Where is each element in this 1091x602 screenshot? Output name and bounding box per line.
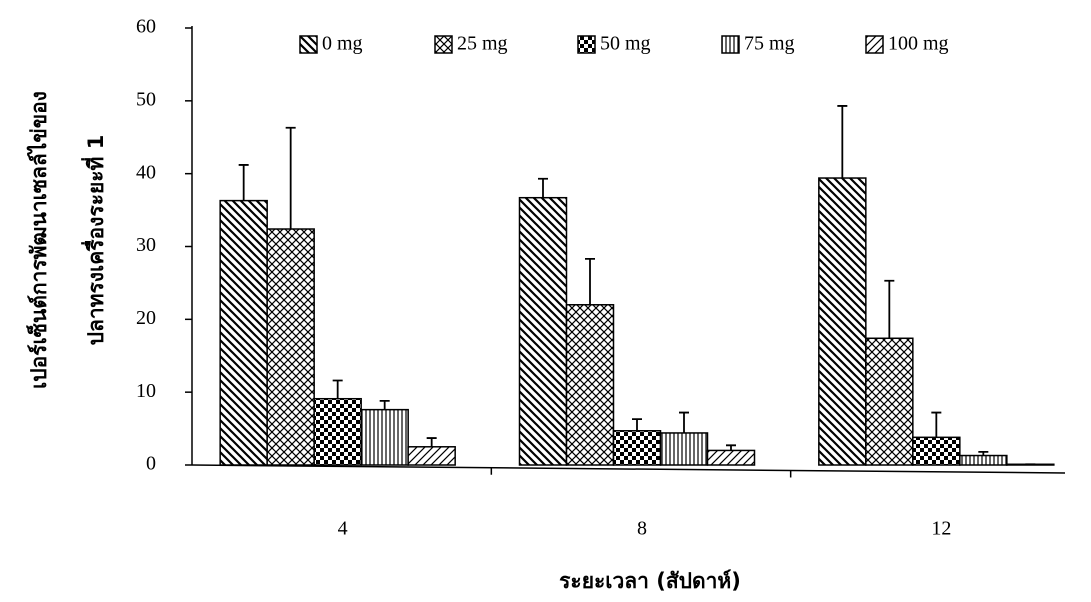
bar [866,338,913,465]
y-tick-label: 60 [136,16,156,38]
x-tick-label: 12 [931,518,951,540]
error-bar [239,165,249,201]
chart: เปอร์เซ็นต์การพัฒนาเซลล์ไข่ของ ปลาทรงเคร… [0,0,1091,602]
legend-label: 0 mg [322,33,363,55]
y-tick-label: 0 [146,453,156,475]
y-tick-label: 50 [136,88,156,110]
bar [520,198,567,465]
y-tick-label: 40 [136,161,156,183]
legend-swatch [435,36,452,53]
error-bar [931,413,941,438]
legend-label: 25 mg [457,33,508,55]
bar [708,450,755,465]
y-tick-label: 10 [136,380,156,402]
bar [408,447,455,465]
bar [913,437,960,465]
y-axis-label: ปลาทรงเครื่องระยะที่ 1 [80,135,108,346]
legend-swatch [866,36,883,53]
legend-swatch [722,36,739,53]
error-bar [585,259,595,305]
x-axis [192,465,1065,473]
bar [661,433,708,465]
error-bar [837,106,847,178]
error-bar [380,401,390,410]
error-bar [679,413,689,433]
legend-swatch [300,36,317,53]
bar [361,410,408,465]
error-bar [333,381,343,399]
y-tick-label: 30 [136,234,156,256]
legend-label: 100 mg [888,33,949,55]
error-bar [286,128,296,229]
x-tick-label: 4 [338,518,348,540]
y-axis-label: เปอร์เซ็นต์การพัฒนาเซลล์ไข่ของ [25,91,51,389]
bar [819,178,866,465]
error-bar [632,419,642,431]
x-axis-label: ระยะเวลา (สัปดาห์) [559,569,741,593]
legend-swatch [578,36,595,53]
error-bar [427,438,437,447]
error-bar [726,445,736,450]
error-bar [538,179,548,198]
legend-label: 50 mg [600,33,651,55]
bar [314,399,361,465]
bar [567,305,614,465]
bar [220,201,267,465]
bar [267,229,314,465]
error-bar [884,281,894,339]
x-tick-label: 8 [637,518,647,540]
legend-label: 75 mg [744,33,795,55]
y-tick-label: 20 [136,307,156,329]
bar [614,431,661,465]
bar [960,456,1007,465]
